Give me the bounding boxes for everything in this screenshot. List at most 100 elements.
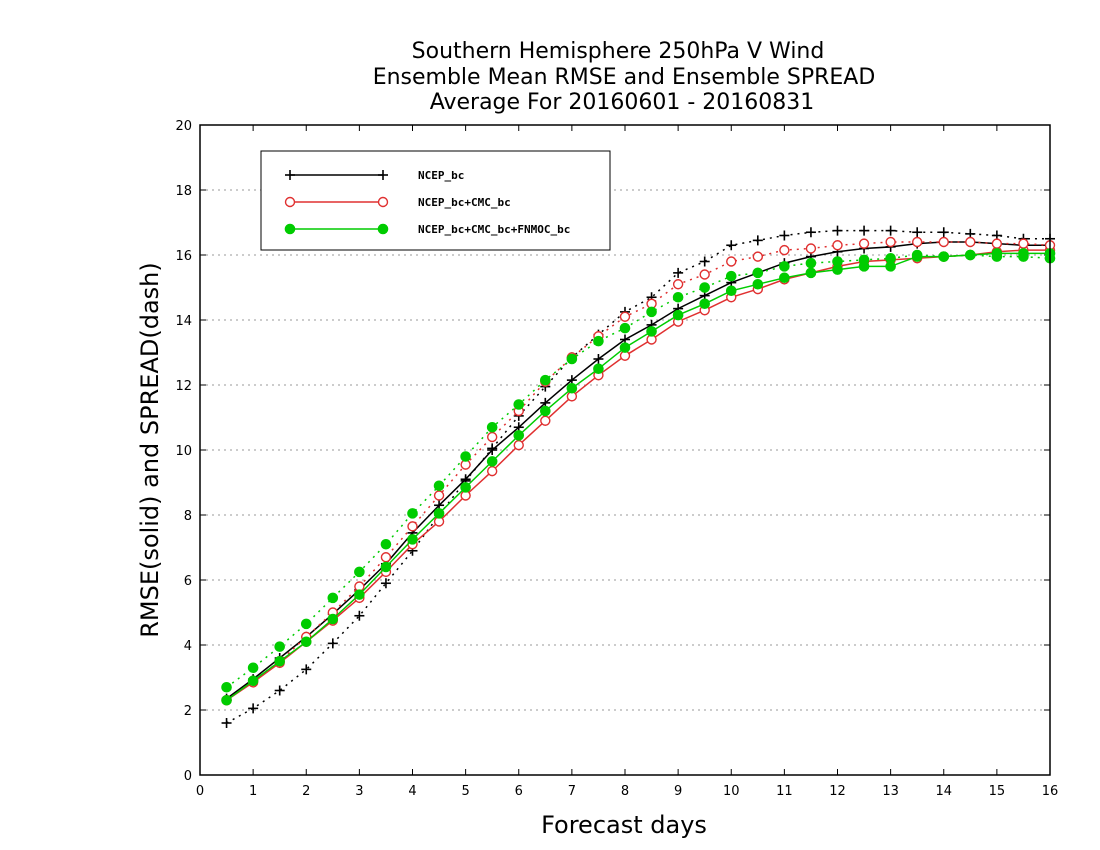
series-2-rmse-point-21 — [779, 272, 790, 284]
legend-entry-1: NCEP_bc+CMC_bc — [418, 196, 511, 209]
series-1-rmse-point-10 — [486, 465, 498, 477]
series-2-spread-point-27 — [938, 251, 950, 262]
series-2-spread-point-4 — [327, 592, 339, 604]
x-tick-label-12: 12 — [829, 784, 846, 799]
series-2-rmse-point-0 — [221, 694, 232, 706]
legend-entry-0: NCEP_bc — [418, 169, 464, 182]
series-0-spread-point-4 — [327, 638, 338, 649]
series-2-spread-point-17 — [672, 291, 684, 303]
series-2-rmse-point-1 — [247, 675, 259, 687]
series-2-spread-point-24 — [858, 254, 870, 266]
series-1-spread-point-28 — [965, 236, 976, 248]
series-0-spread-point-1 — [248, 703, 259, 714]
series-2-rmse-point-2 — [274, 655, 285, 667]
series-2-spread-point-11 — [513, 399, 525, 410]
grid — [200, 189, 1050, 711]
series-2-rmse-point-20 — [752, 278, 764, 290]
series-0-spread-point-25 — [885, 225, 896, 236]
series-0 — [221, 225, 1055, 728]
y-tick-label-1: 2 — [184, 704, 192, 719]
series-1-spread-point-24 — [858, 238, 870, 249]
series-2-spread-point-23 — [832, 256, 843, 267]
y-tick-label-7: 14 — [175, 314, 192, 329]
series-2-rmse-point-17 — [672, 309, 684, 321]
y-tick-label-5: 10 — [175, 444, 192, 459]
series-1-rmse-line — [226, 249, 1050, 701]
series-2-rmse-point-15 — [619, 342, 631, 353]
series-0-spread-point-27 — [938, 227, 949, 238]
series-2-spread-point-7 — [407, 508, 418, 519]
series-2-rmse-point-14 — [593, 363, 604, 375]
series-2-spread-point-15 — [619, 322, 631, 334]
series-2-spread-point-13 — [566, 353, 578, 365]
series-0-spread-point-20 — [752, 235, 763, 246]
series-0-spread-point-5 — [354, 610, 365, 621]
series-1-spread-point-18 — [699, 269, 710, 280]
y-tick-label-2: 4 — [184, 639, 192, 654]
x-tick-label-2: 2 — [302, 784, 310, 799]
series-1-spread-point-29 — [991, 238, 1003, 249]
series-0-spread-point-19 — [726, 240, 737, 251]
x-tick-label-8: 8 — [621, 784, 629, 799]
x-tick-label-6: 6 — [515, 784, 523, 799]
series-2-rmse-point-13 — [566, 382, 578, 394]
legend-marker-left-2 — [284, 223, 296, 235]
series-1-spread-point-8 — [433, 490, 445, 501]
series-1-spread-point-20 — [752, 251, 764, 262]
series-1-spread-point-7 — [407, 521, 418, 532]
series-2-spread-point-21 — [779, 261, 790, 272]
series-0-spread-point-2 — [274, 685, 285, 696]
series-1-spread-point-26 — [911, 236, 923, 248]
series-0-spread-point-3 — [301, 664, 312, 675]
x-tick-label-1: 1 — [249, 784, 257, 799]
x-tick-label-4: 4 — [408, 784, 416, 799]
series-2-spread-point-0 — [221, 681, 232, 693]
series-0-spread-point-24 — [859, 225, 870, 236]
series-2-spread-point-5 — [354, 566, 365, 578]
y-tick-label-9: 18 — [175, 184, 192, 199]
series-1-spread-point-21 — [779, 244, 790, 256]
x-tick-label-14: 14 — [935, 784, 952, 799]
series-2-rmse-point-9 — [460, 482, 471, 493]
series-2-spread-point-10 — [486, 421, 498, 433]
series-0-spread-point-6 — [380, 578, 391, 589]
series-1-spread-point-23 — [832, 240, 843, 251]
series-2 — [221, 248, 1056, 706]
series-2-rmse-point-3 — [300, 636, 312, 648]
series-2-spread-point-26 — [911, 249, 923, 261]
chart-title: Southern Hemisphere 250hPa V Wind Ensemb… — [373, 39, 876, 115]
x-axis-label: Forecast days — [541, 811, 707, 839]
y-tick-label-10: 20 — [175, 119, 192, 134]
series-2-spread-point-29 — [991, 251, 1003, 262]
legend-marker-right-0 — [378, 170, 388, 180]
series-1-spread-point-22 — [805, 243, 817, 254]
series-1-spread-point-17 — [672, 279, 684, 290]
y-tick-label-8: 16 — [175, 249, 192, 264]
series-2-spread-point-1 — [247, 662, 259, 674]
legend-marker-left-0 — [285, 170, 295, 180]
series-0-spread-point-23 — [832, 225, 843, 236]
series-1 — [221, 236, 1056, 706]
series-2-spread-point-30 — [1018, 251, 1029, 262]
series-0-spread-point-0 — [221, 718, 232, 728]
legend-marker-right-2 — [377, 223, 389, 235]
title-line-2: Ensemble Mean RMSE and Ensemble SPREAD — [373, 65, 876, 90]
series-0-spread-line — [226, 229, 1050, 724]
x-tick-label-10: 10 — [723, 784, 740, 799]
series-0-spread-point-26 — [912, 227, 923, 238]
x-tick-label-7: 7 — [568, 784, 576, 799]
series-0-spread-point-21 — [779, 230, 790, 241]
series-2-spread-point-18 — [699, 282, 710, 293]
plot-frame — [199, 124, 1051, 776]
legend-marker-left-1 — [284, 196, 296, 208]
series-1-spread-point-30 — [1018, 238, 1029, 249]
series-2-rmse-point-5 — [354, 589, 365, 600]
series-1-spread-point-27 — [938, 236, 949, 248]
y-tick-label-4: 8 — [184, 509, 192, 524]
series-1-spread-point-19 — [726, 256, 737, 267]
x-tick-label-0: 0 — [196, 784, 204, 799]
series-0-spread-point-18 — [699, 256, 710, 267]
series-0-spread-point-17 — [673, 267, 684, 278]
series-2-rmse-point-6 — [380, 561, 392, 573]
